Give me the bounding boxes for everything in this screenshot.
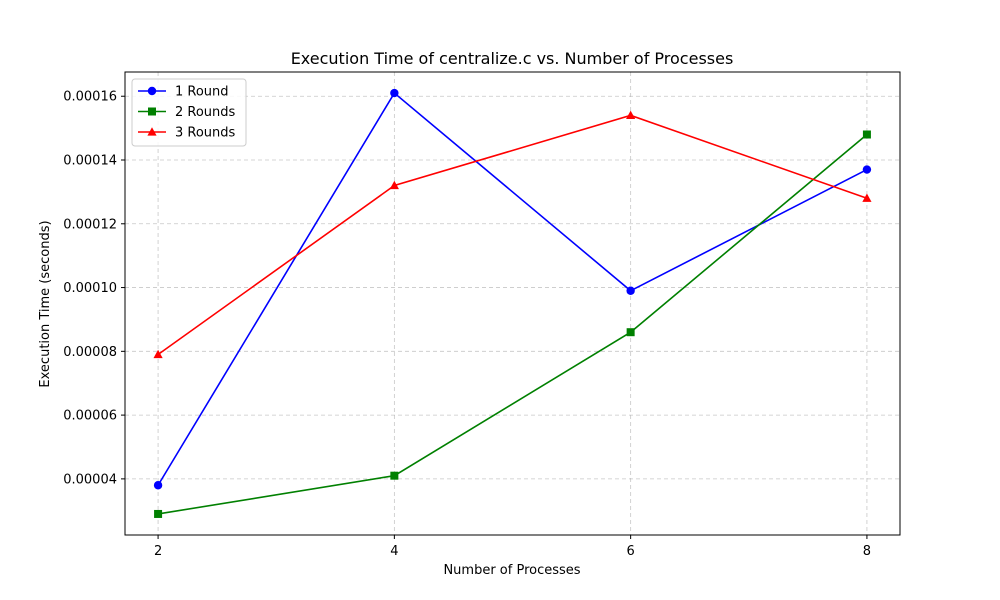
data-point [147,127,157,136]
y-tick-label: 0.00008 [63,345,117,360]
legend-box [131,78,247,147]
data-point [148,107,156,116]
data-point [390,88,399,98]
series-line [157,114,868,356]
legend-label: 1 Round [175,85,229,100]
x-tick-label: 8 [863,544,871,559]
axes-frame [124,71,901,536]
y-tick-label: 0.00006 [63,409,117,424]
tick-labels: 2 4 6 8 0.00004 0.00006 0.00008 0.00010 0.00012 0… [63,90,871,559]
x-tick-label: 2 [154,544,162,559]
x-tick-label: 6 [626,544,634,559]
axes [121,71,901,539]
legend-item: 3 Rounds [138,126,236,141]
chart-title: Execution Time of centralize.c vs. Numbe… [291,49,734,68]
data-point [626,110,636,119]
data-point [862,165,872,174]
x-axis-label: Number of Processes [443,563,580,578]
series-group [153,88,872,518]
series-2 [154,130,871,518]
data-point [389,180,399,190]
legend-item: 1 Round [138,85,229,100]
data-point [147,86,157,96]
grid-lines [125,72,900,535]
y-axis-label: Execution Time (seconds) [38,220,53,387]
series-1 [153,88,872,490]
legend: 1 Round 2 Rounds 3 Rounds [131,78,247,147]
legend-label: 2 Rounds [175,105,236,120]
data-point [626,286,635,295]
series-line [157,133,868,515]
y-tick-label: 0.00014 [63,154,117,169]
series-line [157,91,868,486]
legend-label: 3 Rounds [175,126,236,141]
series-3 [153,110,872,359]
legend-item: 2 Rounds [138,105,236,120]
data-point [626,328,635,337]
y-tick-label: 0.00004 [63,472,117,487]
data-point [154,509,163,518]
y-tick-label: 0.00010 [63,281,117,296]
x-tick-label: 4 [390,544,398,559]
data-point [390,471,399,480]
y-tick-label: 0.00012 [63,217,117,232]
y-tick-label: 0.00016 [63,90,117,105]
data-point [153,481,163,490]
plot-area [125,72,900,535]
data-point [862,130,871,139]
data-point [862,193,872,202]
data-point [153,349,163,359]
